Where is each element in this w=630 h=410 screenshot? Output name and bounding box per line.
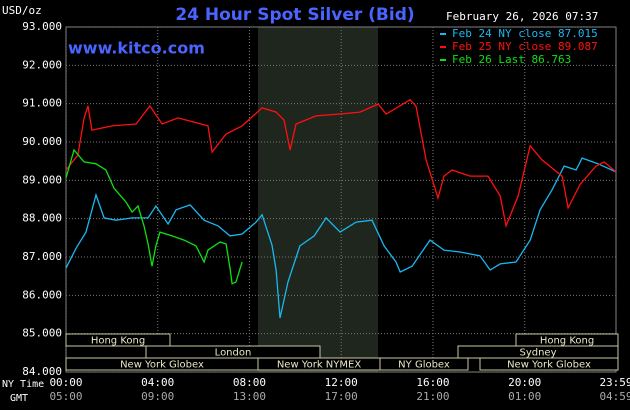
y-tick-label: 90.000 <box>22 135 62 148</box>
session-label: NY Globex <box>398 360 450 371</box>
series-line <box>65 98 617 229</box>
x-tick-label: 00:00 <box>49 376 82 389</box>
nymex-shade <box>258 27 378 372</box>
session-box <box>379 357 469 371</box>
y-tick-label: 91.000 <box>22 97 62 110</box>
series-line <box>65 157 617 319</box>
session-label: Sydney <box>519 348 556 359</box>
x-tick-label: 20:00 <box>508 376 541 389</box>
y-axis-label: USD/oz <box>2 4 42 17</box>
x2-tick-label: 09:00 <box>141 390 174 403</box>
session-label: New York Globex <box>507 360 591 371</box>
chart-title: 24 Hour Spot Silver (Bid) <box>175 5 414 25</box>
y-tick-label: 86.000 <box>22 288 62 301</box>
session-box <box>479 357 619 371</box>
y-tick-label: 89.000 <box>22 173 62 186</box>
y-tick-label: 84.000 <box>22 365 62 378</box>
x2-tick-label: 05:00 <box>49 390 82 403</box>
legend-entry: Feb 26 Last 86.763 <box>452 53 571 66</box>
watermark: www.kitco.com <box>68 39 205 58</box>
x2-tick-label: 01:00 <box>508 390 541 403</box>
y-tick-label: 85.000 <box>22 327 62 340</box>
x2-tick-label: 04:59 <box>599 390 630 403</box>
legend-entry: Feb 25 NY close 89.087 <box>452 40 598 53</box>
session-box <box>65 333 171 347</box>
series-line <box>65 148 243 285</box>
y-tick-label: 92.000 <box>22 58 62 71</box>
session-label: New York NYMEX <box>277 360 362 371</box>
x-tick-label: 12:00 <box>325 376 358 389</box>
x2-tick-label: 21:00 <box>416 390 449 403</box>
session-label: Hong Kong <box>540 336 594 347</box>
x-tick-label: 04:00 <box>141 376 174 389</box>
session-label: Hong Kong <box>91 336 145 347</box>
x2-tick-label: 13:00 <box>233 390 266 403</box>
legend-entry: Feb 24 NY close 87.015 <box>452 27 598 40</box>
session-label: New York Globex <box>120 360 204 371</box>
y-tick-label: 88.000 <box>22 212 62 225</box>
x-tick-label: 16:00 <box>416 376 449 389</box>
x-axis-label: NY Time <box>2 379 44 390</box>
session-label: London <box>215 348 252 359</box>
x2-tick-label: 17:00 <box>325 390 358 403</box>
x-tick-label: 23:59 <box>599 376 630 389</box>
y-tick-label: 87.000 <box>22 250 62 263</box>
x2-axis-label: GMT <box>10 393 28 404</box>
y-tick-label: 93.000 <box>22 20 62 33</box>
chart-date: February 26, 2026 07:37 <box>446 10 598 23</box>
x-tick-label: 08:00 <box>233 376 266 389</box>
